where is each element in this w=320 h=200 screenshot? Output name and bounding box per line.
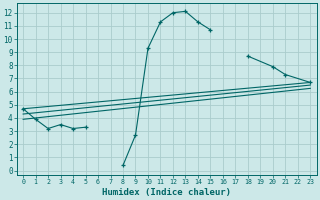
X-axis label: Humidex (Indice chaleur): Humidex (Indice chaleur): [102, 188, 231, 197]
